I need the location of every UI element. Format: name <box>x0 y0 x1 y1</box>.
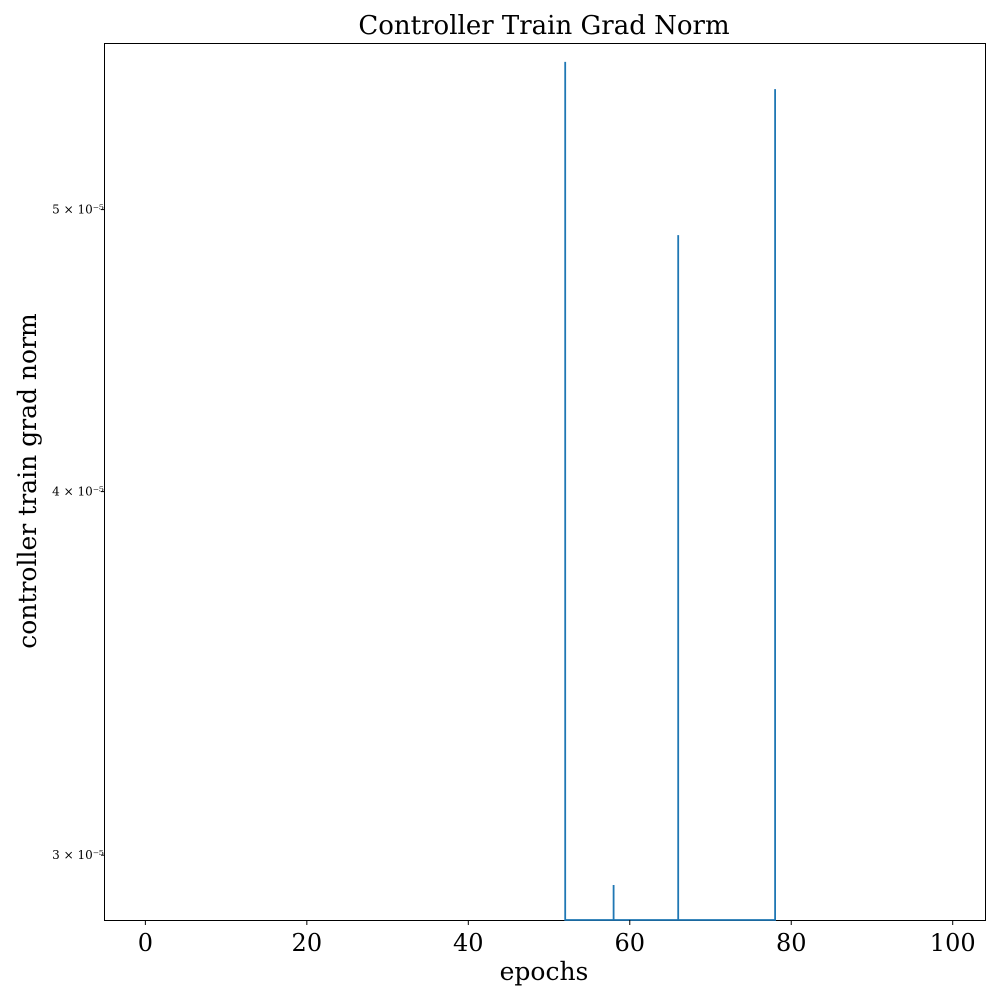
x-axis-label: epochs <box>500 957 589 986</box>
x-tick-label: 0 <box>138 929 153 957</box>
x-tick-label: 40 <box>453 929 484 957</box>
x-tick-label: 60 <box>614 929 645 957</box>
series-layer <box>564 61 776 921</box>
y-tick-label: 3 × 10⁻⁵ <box>52 848 104 862</box>
x-tick-label: 20 <box>292 929 323 957</box>
x-tick-label: 80 <box>776 929 807 957</box>
x-tick-label: 100 <box>930 929 976 957</box>
x-axis: 0 20 40 60 80 100 <box>138 920 976 957</box>
y-tick-label: 5 × 10⁻⁵ <box>52 203 104 217</box>
y-axis-label: controller train grad norm <box>13 313 42 649</box>
y-axis: 3 × 10⁻⁵ 4 × 10⁻⁵ 5 × 10⁻⁵ <box>52 203 105 862</box>
chart-title: Controller Train Grad Norm <box>358 11 729 41</box>
plot-frame <box>104 43 986 921</box>
series-line-0 <box>564 61 776 921</box>
y-tick-label: 4 × 10⁻⁵ <box>52 485 104 499</box>
